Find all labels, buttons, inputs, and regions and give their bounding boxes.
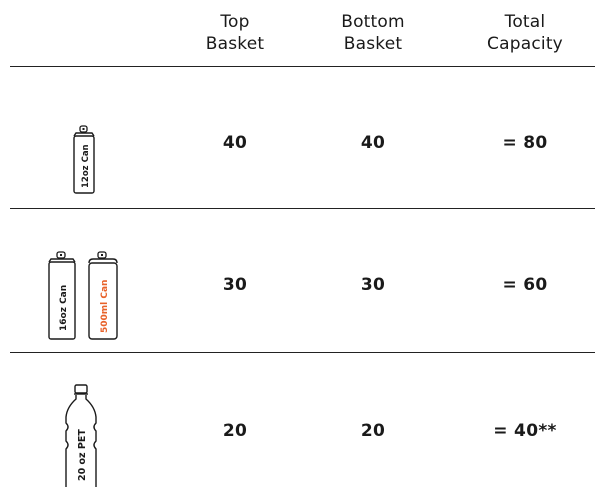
- can-16oz-icon: 16oz Can: [48, 251, 76, 340]
- header-total-capacity-line1: Total: [504, 12, 546, 32]
- bottle-20oz-pet-icon: 20 oz PET: [65, 384, 97, 487]
- can-16oz-label: 16oz Can: [59, 285, 69, 331]
- row1-bottom-basket: 40: [360, 133, 386, 153]
- row-divider-1: [10, 208, 595, 209]
- row2-total-capacity: = 60: [502, 275, 548, 295]
- row2-bottom-basket: 30: [360, 275, 386, 295]
- header-bottom-basket-line2: Basket: [343, 34, 403, 54]
- header-total-capacity: Total Capacity: [455, 11, 595, 55]
- row2-top-basket: 30: [222, 275, 248, 295]
- header-total-capacity-line2: Capacity: [487, 34, 563, 54]
- can-12oz-icon: 12oz Can: [73, 125, 95, 194]
- can-12oz-label: 12oz Can: [81, 144, 91, 188]
- row3-total-capacity: = 40**: [493, 421, 557, 441]
- header-bottom-basket-line1: Bottom: [341, 12, 405, 32]
- row3-bottom-basket: 20: [360, 421, 386, 441]
- can-500ml-icon: 500ml Can: [88, 251, 118, 340]
- row1-total-capacity: = 80: [502, 133, 548, 153]
- row-divider-2: [10, 352, 595, 353]
- row1-top-basket: 40: [222, 133, 248, 153]
- header-top-basket-line2: Basket: [205, 34, 265, 54]
- row3-top-basket: 20: [222, 421, 248, 441]
- header-bottom-basket: Bottom Basket: [303, 11, 443, 55]
- bottle-20oz-pet-label: 20 oz PET: [77, 429, 88, 481]
- header-top-basket: Top Basket: [165, 11, 305, 55]
- header-divider: [10, 66, 595, 67]
- header-top-basket-line1: Top: [220, 12, 250, 32]
- can-500ml-label: 500ml Can: [100, 280, 110, 333]
